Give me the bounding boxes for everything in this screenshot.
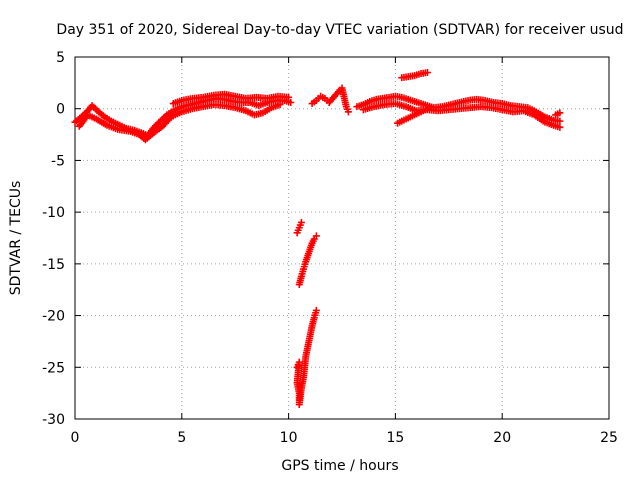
y-tick-label: 5 — [56, 50, 65, 66]
data-point — [556, 117, 564, 125]
data-point — [297, 218, 305, 226]
data-points — [71, 69, 564, 409]
y-tick-label: -15 — [42, 257, 65, 273]
data-point — [287, 99, 295, 107]
x-tick-label: 10 — [280, 430, 298, 446]
y-axis-label: SDTVAR / TECUs — [8, 181, 24, 296]
data-point — [312, 306, 320, 314]
x-tick-label: 5 — [177, 430, 186, 446]
data-point — [312, 232, 320, 240]
y-tick-label: -10 — [42, 205, 65, 221]
data-point — [285, 93, 293, 101]
data-point — [556, 123, 564, 131]
y-tick-label: 0 — [56, 102, 65, 118]
x-axis-label: GPS time / hours — [281, 458, 398, 474]
data-point — [344, 108, 352, 116]
x-tick-label: 20 — [493, 430, 511, 446]
data-point — [276, 101, 284, 109]
chart-title: Day 351 of 2020, Sidereal Day-to-day VTE… — [56, 22, 623, 38]
y-tick-label: -25 — [42, 360, 65, 376]
data-point — [556, 109, 564, 117]
x-tick-label: 15 — [386, 430, 404, 446]
x-tick-label: 0 — [71, 430, 80, 446]
data-point — [423, 69, 431, 77]
y-tick-label: -30 — [42, 412, 65, 428]
y-tick-label: -20 — [42, 309, 65, 325]
y-tick-label: -5 — [51, 153, 65, 169]
x-tick-label: 25 — [600, 430, 618, 446]
plot-frame — [74, 56, 610, 420]
data-point — [426, 104, 434, 112]
